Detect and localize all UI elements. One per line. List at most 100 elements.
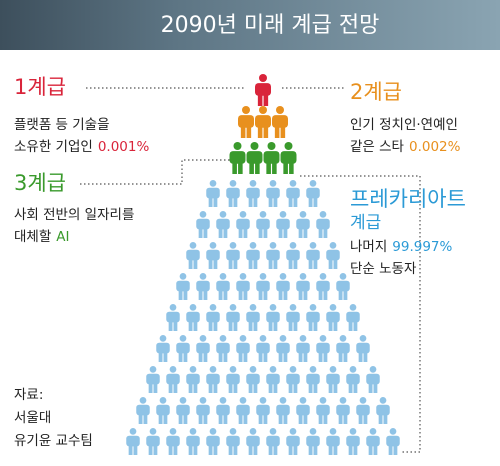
source: 서울대 xyxy=(14,410,51,426)
person-icon xyxy=(366,366,380,393)
head xyxy=(209,366,217,373)
leg xyxy=(303,289,308,300)
leg xyxy=(248,320,253,331)
body xyxy=(166,373,180,385)
body xyxy=(156,342,170,354)
person-icon xyxy=(316,335,330,362)
person-icon xyxy=(306,428,320,455)
leg xyxy=(213,320,218,331)
leg xyxy=(243,289,248,300)
leg xyxy=(208,258,213,269)
person-icon xyxy=(196,211,210,238)
person-icon xyxy=(326,304,340,331)
body xyxy=(176,404,190,416)
leg xyxy=(274,125,280,138)
leg xyxy=(148,444,153,455)
person-icon xyxy=(236,397,250,424)
person-icon xyxy=(146,366,160,393)
body xyxy=(366,373,380,385)
head xyxy=(319,335,327,342)
leg xyxy=(238,227,243,238)
head xyxy=(309,366,317,373)
person-icon xyxy=(296,335,310,362)
body xyxy=(266,311,280,323)
body xyxy=(246,249,260,261)
head xyxy=(389,428,397,435)
head xyxy=(149,428,157,435)
person-icon xyxy=(336,335,350,362)
body xyxy=(226,311,240,323)
head xyxy=(189,366,197,373)
leg xyxy=(268,444,273,455)
leg xyxy=(293,258,298,269)
leg xyxy=(238,351,243,362)
body xyxy=(296,280,310,292)
person-icon xyxy=(286,242,300,269)
leg xyxy=(218,413,223,424)
leg xyxy=(253,444,258,455)
person-icon xyxy=(306,242,320,269)
head xyxy=(329,242,337,249)
head xyxy=(159,335,167,342)
head xyxy=(259,106,267,114)
leg xyxy=(348,444,353,455)
leg xyxy=(223,351,228,362)
leg xyxy=(188,258,193,269)
person-icon xyxy=(206,180,220,207)
head xyxy=(289,242,297,249)
body xyxy=(226,249,240,261)
body xyxy=(186,373,200,385)
leg xyxy=(253,258,258,269)
person-icon xyxy=(296,273,310,300)
person-icon xyxy=(276,211,290,238)
head xyxy=(159,397,167,404)
head xyxy=(279,211,287,218)
leg xyxy=(203,289,208,300)
head xyxy=(249,242,257,249)
leg xyxy=(198,413,203,424)
person-icon xyxy=(216,397,230,424)
leg xyxy=(203,227,208,238)
body xyxy=(156,404,170,416)
head xyxy=(284,142,293,150)
leg xyxy=(143,413,148,424)
leg xyxy=(308,196,313,207)
leg xyxy=(208,320,213,331)
body xyxy=(316,404,330,416)
leg xyxy=(240,125,246,138)
leg xyxy=(233,320,238,331)
person-icon xyxy=(186,428,200,455)
leg xyxy=(278,227,283,238)
class-label: 계급 xyxy=(350,213,381,233)
leg xyxy=(288,196,293,207)
body xyxy=(286,435,300,447)
head xyxy=(349,428,357,435)
head xyxy=(179,273,187,280)
person-icon xyxy=(296,211,310,238)
body xyxy=(216,342,230,354)
leg xyxy=(183,289,188,300)
leg xyxy=(208,444,213,455)
head xyxy=(339,397,347,404)
leg xyxy=(238,413,243,424)
description: 인기 정치인·연예인 xyxy=(350,117,458,133)
person-icon xyxy=(256,335,270,362)
body xyxy=(256,342,270,354)
class-label: 3계급 xyxy=(14,171,66,195)
head xyxy=(339,273,347,280)
head xyxy=(139,397,147,404)
body xyxy=(256,218,270,230)
leg xyxy=(328,444,333,455)
person-icon xyxy=(226,180,240,207)
person-icon xyxy=(196,273,210,300)
leg xyxy=(233,258,238,269)
body xyxy=(266,187,280,199)
head xyxy=(369,366,377,373)
body xyxy=(196,280,210,292)
body xyxy=(206,187,220,199)
body xyxy=(176,280,190,292)
person-icon xyxy=(226,304,240,331)
body xyxy=(196,342,210,354)
head xyxy=(249,366,257,373)
leg xyxy=(153,382,158,393)
